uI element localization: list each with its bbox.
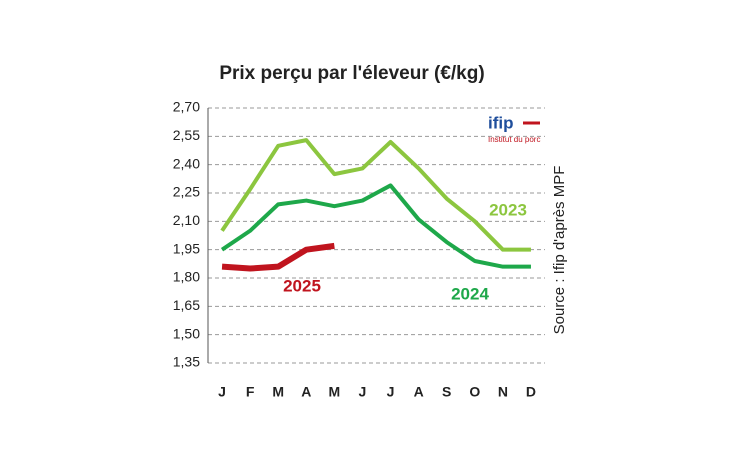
x-tick-label: A xyxy=(301,384,311,400)
y-tick-label: 1,95 xyxy=(173,240,200,256)
x-tick-label: J xyxy=(218,384,226,400)
x-tick-label: J xyxy=(387,384,395,400)
line-series xyxy=(220,138,531,252)
y-tick-label: 2,40 xyxy=(173,155,200,171)
x-tick-label: A xyxy=(414,384,424,400)
y-tick-label: 1,35 xyxy=(173,354,200,370)
y-tick-label: 2,55 xyxy=(173,127,200,143)
x-tick-label: N xyxy=(498,384,508,400)
x-tick-label: F xyxy=(246,384,255,400)
x-tick-label: M xyxy=(329,384,341,400)
x-tick-label: J xyxy=(359,384,367,400)
series-label: 2023 xyxy=(489,200,527,219)
y-tick-label: 1,80 xyxy=(173,269,200,285)
y-tick-label: 1,65 xyxy=(173,297,200,313)
y-tick-label: 1,50 xyxy=(173,325,200,341)
x-tick-label: O xyxy=(469,384,480,400)
source: Source : Ifip d'après MPF xyxy=(551,166,568,335)
y-tick-label: 2,70 xyxy=(173,99,200,115)
chart-title: Prix perçu par l'éleveur (€/kg) xyxy=(219,63,484,84)
series-label: 2024 xyxy=(451,284,489,303)
x-tick-label: S xyxy=(442,384,451,400)
logo-tagline: Institut du porc xyxy=(488,135,540,144)
line-series xyxy=(221,242,335,272)
series-label: 2025 xyxy=(283,276,321,295)
x-tick-label: D xyxy=(526,384,536,400)
logo: ifip Institut du porc xyxy=(488,113,540,144)
line-series xyxy=(220,183,531,269)
logo-name: ifip xyxy=(488,113,514,132)
x-tick-label: M xyxy=(272,384,284,400)
y-tick-label: 2,10 xyxy=(173,212,200,228)
y-tick-label: 2,25 xyxy=(173,184,200,200)
